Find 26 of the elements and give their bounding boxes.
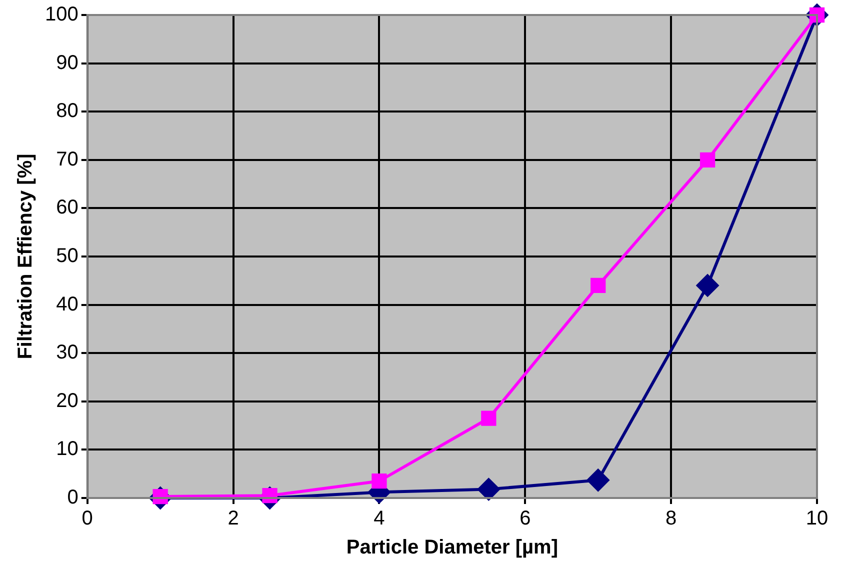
- y-tick-label: 30: [56, 342, 78, 364]
- point: [481, 410, 496, 426]
- point: [700, 152, 716, 168]
- y-tick-label: 90: [56, 52, 78, 74]
- y-tick-label: 40: [56, 293, 78, 316]
- y-tick-label: 0: [67, 486, 78, 509]
- y-axis-title: Filtration Effiency [%]: [14, 154, 37, 360]
- point: [590, 278, 606, 294]
- point: [586, 468, 610, 492]
- x-tick-label: 4: [374, 508, 385, 530]
- point: [372, 474, 387, 489]
- x-tick-label: 0: [82, 508, 93, 530]
- y-tick-label: 50: [56, 245, 78, 268]
- point: [696, 274, 720, 297]
- y-tick-label: 80: [56, 100, 78, 122]
- y-tick-label: 100: [44, 4, 78, 26]
- y-tick-label: 10: [56, 438, 78, 460]
- x-tick-label: 8: [666, 508, 677, 530]
- x-tick-label: 10: [806, 508, 828, 530]
- y-tick-label: 60: [56, 196, 78, 219]
- x-tick-label: 2: [228, 508, 239, 530]
- x-axis-title: Particle Diameter [µm]: [346, 536, 558, 559]
- x-tick-label: 6: [520, 508, 531, 530]
- y-tick-label: 20: [56, 390, 78, 412]
- y-tick-label: 70: [56, 148, 78, 170]
- point: [477, 478, 500, 501]
